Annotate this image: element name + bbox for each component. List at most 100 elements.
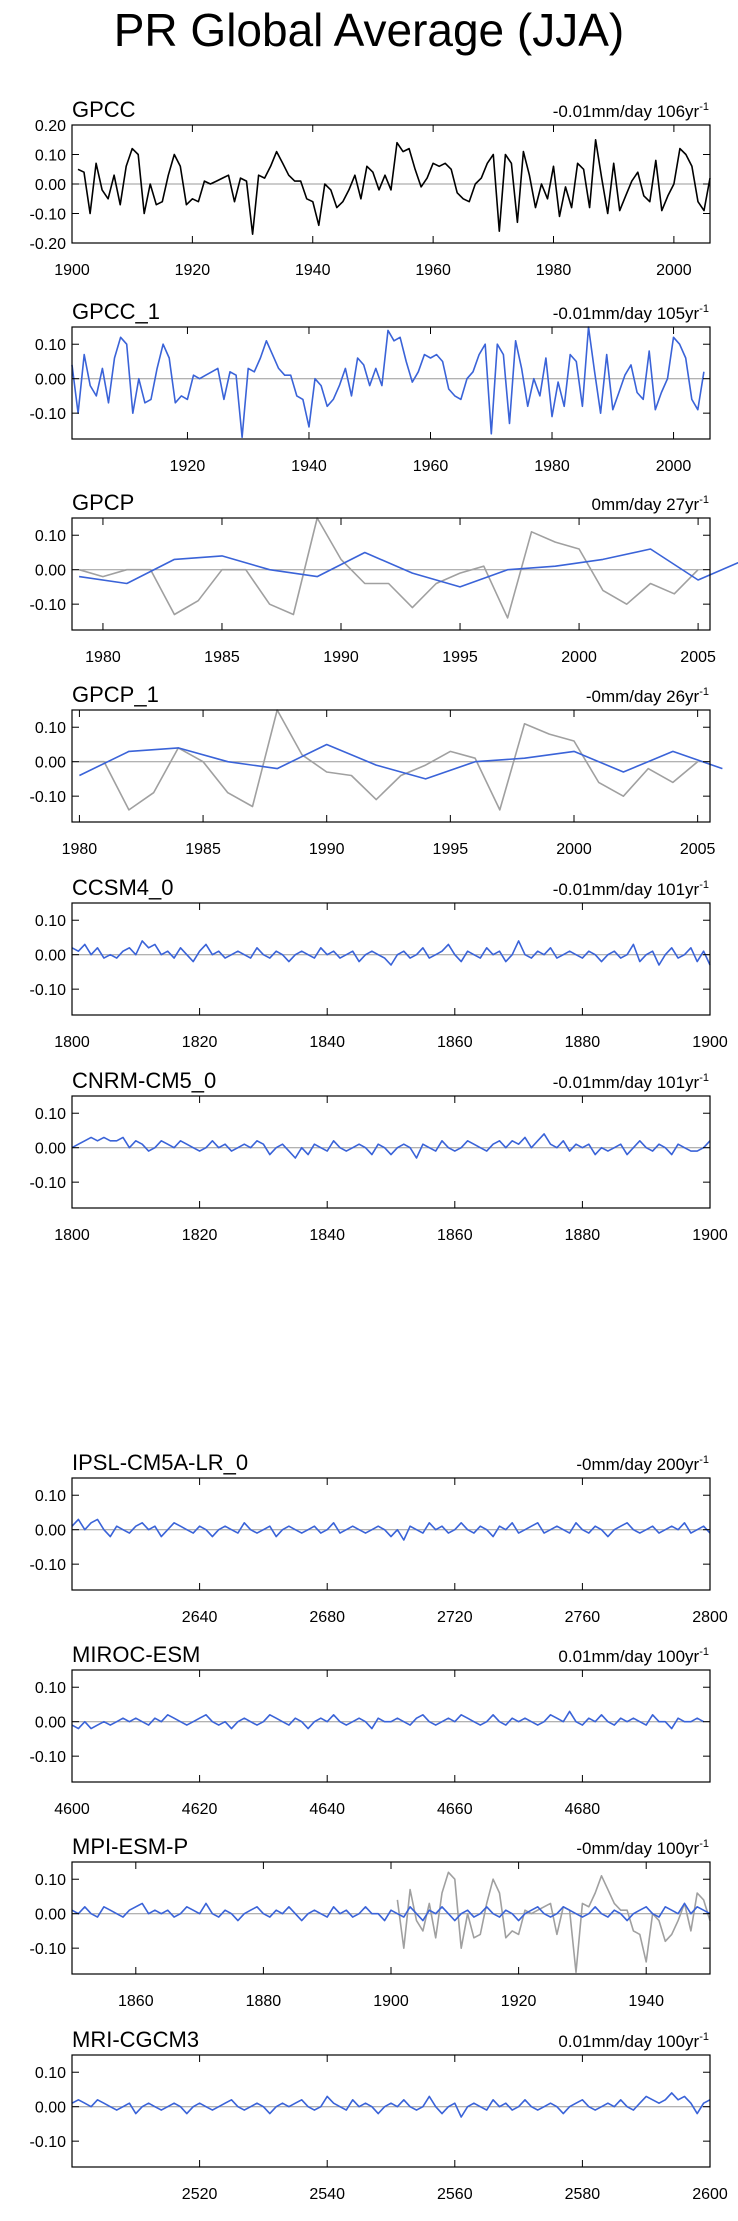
x-tick-label: 1940: [628, 1993, 664, 2010]
x-tick-label: 2640: [182, 1609, 218, 1626]
x-tick-label: 1800: [54, 1227, 90, 1244]
x-tick-label: 2000: [656, 458, 692, 475]
y-tick-label: 0.10: [35, 913, 66, 930]
series-line-gpcp-1-obs: [79, 709, 699, 811]
plot-frame: [71, 1477, 711, 1591]
series-line-mpi-esm-p-model: [71, 1902, 711, 1922]
x-tick-label: 1840: [309, 1034, 345, 1051]
trend-exponent: -1: [699, 494, 709, 506]
page-title: PR Global Average (JJA): [113, 4, 625, 56]
x-tick-label: 4620: [182, 1801, 218, 1818]
y-tick-label: 0.00: [35, 755, 66, 772]
plot-frame: [71, 1095, 711, 1209]
trend-label: -0.01mm/day 101yr-1: [553, 1072, 709, 1092]
trend-exponent: -1: [699, 1072, 709, 1084]
y-tick-label: 0.00: [35, 372, 66, 389]
x-tick-label: 1940: [291, 458, 327, 475]
x-tick-label: 1880: [565, 1034, 601, 1051]
series-line-cnrm-cm5-0: [71, 1133, 711, 1159]
plot-frame: [71, 517, 711, 631]
panel-mpi-esm-p: 0.10 0.00 -0.10 1860 1880 1900 1920 1940 MPI-ESM…: [30, 1834, 711, 2010]
series-line-gpcc: [77, 139, 711, 235]
trend-label: -0mm/day 200yr-1: [576, 1454, 709, 1474]
trend-exponent: -1: [699, 1838, 709, 1850]
x-tick-label: 1800: [54, 1034, 90, 1051]
series-line-miroc-esm: [71, 1710, 704, 1730]
x-tick-label: 1880: [246, 1993, 282, 2010]
x-tick-label: 1900: [692, 1227, 728, 1244]
plot-frame: [71, 902, 711, 1016]
series-line-mri-cgcm3: [71, 2092, 711, 2118]
panel-gpcp-1: 0.10 0.00 -0.10 1980 1985 1990 1995 2000 2005 GPC…: [30, 682, 723, 858]
trend-label: -0mm/day 100yr-1: [576, 1838, 709, 1858]
x-tick-label: 2720: [437, 1609, 473, 1626]
y-tick-label: -0.20: [30, 236, 67, 253]
x-tick-label: 1900: [373, 1993, 409, 2010]
panel-title: IPSL-CM5A-LR_0: [72, 1450, 248, 1475]
y-tick-label: 0.00: [35, 2100, 66, 2117]
y-tick-label: 0.00: [35, 177, 66, 194]
x-tick-label: 2540: [309, 2186, 345, 2203]
trend-exponent: -1: [699, 879, 709, 891]
y-tick-label: 0.10: [35, 720, 66, 737]
y-tick-label: 0.00: [35, 1523, 66, 1540]
plot-frame: [71, 326, 711, 440]
trend-exponent: -1: [699, 1646, 709, 1658]
panel-title: CCSM4_0: [72, 875, 173, 900]
y-tick-label: -0.10: [30, 1175, 67, 1192]
y-tick-label: -0.10: [30, 982, 67, 999]
x-tick-label: 4640: [309, 1801, 345, 1818]
panel-ipsl-cm5a-lr-0: 0.10 0.00 -0.10 2640 2680 2720 2760 2800 IPSL-CM…: [30, 1450, 728, 1626]
y-tick-label: 0.10: [35, 528, 66, 545]
panel-title: GPCP_1: [72, 682, 159, 707]
series-line-mpi-esm-p-obs: [396, 1871, 711, 1974]
y-tick-label: -0.10: [30, 406, 67, 423]
panel-miroc-esm: 0.10 0.00 -0.10 4600 4620 4640 4660 4680 MIROC-E…: [30, 1642, 711, 1818]
trend-label: 0.01mm/day 100yr-1: [558, 1646, 709, 1666]
x-tick-label: 1980: [62, 841, 98, 858]
y-tick-label: 0.00: [35, 948, 66, 965]
y-tick-label: -0.10: [30, 2134, 67, 2151]
panel-title: GPCC_1: [72, 299, 160, 324]
y-tick-label: 0.10: [35, 1680, 66, 1697]
x-tick-label: 2000: [561, 649, 597, 666]
x-tick-label: 1995: [433, 841, 469, 858]
x-tick-label: 2560: [437, 2186, 473, 2203]
series-line-gpcc-1: [71, 326, 705, 439]
x-tick-label: 1900: [692, 1034, 728, 1051]
x-tick-label: 1985: [204, 649, 240, 666]
series-line-gpcp-model: [78, 548, 738, 588]
panel-title: CNRM-CM5_0: [72, 1068, 216, 1093]
x-tick-label: 4660: [437, 1801, 473, 1818]
y-tick-label: 0.10: [35, 1488, 66, 1505]
trend-label: -0.01mm/day 106yr-1: [553, 101, 709, 121]
x-tick-label: 1860: [437, 1034, 473, 1051]
x-tick-label: 2580: [565, 2186, 601, 2203]
trend-exponent: -1: [699, 686, 709, 698]
x-tick-label: 2800: [692, 1609, 728, 1626]
y-tick-label: 0.10: [35, 337, 66, 354]
trend-exponent: -1: [699, 303, 709, 315]
x-tick-label: 4600: [54, 1801, 90, 1818]
trend-exponent: -1: [699, 1454, 709, 1466]
x-tick-label: 1820: [182, 1034, 218, 1051]
panel-gpcp: 0.10 0.00 -0.10 1980 1985 1990 1995 2000 2005 GPC…: [30, 490, 738, 666]
panel-gpcc: 0.20 0.10 0.00 -0.10 -0.20 1900 1920 1940 1960 19…: [30, 97, 711, 279]
x-tick-label: 1900: [54, 262, 90, 279]
plot-frame: [71, 1861, 711, 1975]
trend-label: -0.01mm/day 101yr-1: [553, 879, 709, 899]
x-tick-label: 1980: [85, 649, 121, 666]
x-tick-label: 1920: [501, 1993, 537, 2010]
plot-frame: [71, 2054, 711, 2168]
x-tick-label: 1860: [118, 1993, 154, 2010]
y-tick-label: 0.10: [35, 2065, 66, 2082]
x-tick-label: 2760: [565, 1609, 601, 1626]
x-tick-label: 1990: [309, 841, 345, 858]
series-line-gpcp-1-model: [79, 743, 723, 780]
x-tick-label: 2520: [182, 2186, 218, 2203]
trend-exponent: -1: [699, 2031, 709, 2043]
y-tick-label: 0.10: [35, 1106, 66, 1123]
plot-frame: [71, 1669, 711, 1783]
x-tick-label: 1840: [309, 1227, 345, 1244]
